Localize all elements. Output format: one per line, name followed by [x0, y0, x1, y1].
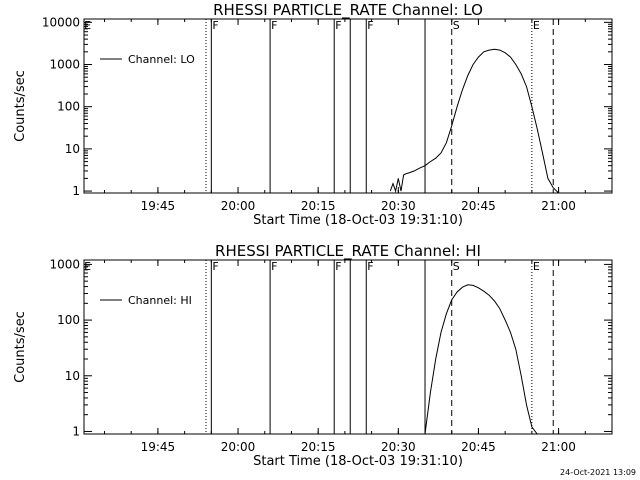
y-tick-label: 10 — [65, 369, 80, 383]
chart-title: RHESSI PARTICLE_RATE Channel: LO — [213, 1, 483, 20]
x-tick-label: 20:45 — [461, 199, 496, 213]
x-tick-label: 19:45 — [141, 440, 176, 454]
flag-label: S — [453, 19, 460, 32]
y-tick-label: 10 — [65, 142, 80, 156]
flag-label: F — [212, 260, 218, 273]
x-tick-label: 21:00 — [541, 199, 576, 213]
y-tick-label: 1000 — [49, 58, 80, 72]
footer-timestamp: 24-Oct-2021 13:09 — [560, 468, 636, 477]
x-tick-label: 19:45 — [141, 199, 176, 213]
flag-label: F — [335, 260, 341, 273]
y-tick-label: 100 — [57, 313, 80, 327]
legend: Channel: LO — [100, 53, 195, 66]
series-line — [424, 284, 538, 434]
x-tick-label: 20:15 — [301, 440, 336, 454]
flag-label: F — [335, 19, 341, 32]
plot-area — [205, 260, 554, 434]
legend-label: Channel: LO — [128, 53, 195, 66]
chart-panel-lo: RHESSI PARTICLE_RATE Channel: LOF F F F S EE1… — [13, 1, 613, 228]
y-tick-label: 1 — [72, 424, 80, 438]
flag-label: F — [367, 19, 373, 32]
y-axis-label: Counts/sec — [13, 70, 28, 142]
x-tick-label: 20:00 — [221, 199, 256, 213]
chart-title: RHESSI PARTICLE_RATE Channel: HI — [215, 242, 481, 261]
plot-frame — [83, 18, 613, 194]
x-tick-label: 20:45 — [461, 440, 496, 454]
series-line — [389, 48, 559, 193]
flag-label: F — [271, 260, 277, 273]
y-tick-label: 1000 — [49, 257, 80, 271]
x-tick-label: 20:00 — [221, 440, 256, 454]
legend-label: Channel: HI — [128, 294, 192, 307]
x-axis-label: Start Time (18-Oct-03 19:31:10) — [253, 213, 463, 228]
flag-label: F — [367, 260, 373, 273]
plot-frame — [83, 259, 613, 435]
flag-label: E — [84, 19, 91, 32]
y-tick-label: 10000 — [42, 15, 80, 29]
y-tick-label: 1 — [72, 184, 80, 198]
x-tick-label: 20:15 — [301, 199, 336, 213]
plot-area — [205, 19, 559, 193]
x-tick-label: 20:30 — [381, 440, 416, 454]
flag-label: F — [212, 19, 218, 32]
x-tick-label: 20:30 — [381, 199, 416, 213]
flag-label: E — [533, 19, 540, 32]
flag-label: S — [453, 260, 460, 273]
legend: Channel: HI — [100, 294, 192, 307]
flag-label: F — [271, 19, 277, 32]
x-axis-label: Start Time (18-Oct-03 19:31:10) — [253, 454, 463, 469]
chart-panel-hi: RHESSI PARTICLE_RATE Channel: HIFFFFSEE1… — [13, 242, 613, 469]
x-tick-label: 21:00 — [541, 440, 576, 454]
flag-label: E — [533, 260, 540, 273]
y-axis-label: Counts/sec — [13, 311, 28, 383]
y-tick-label: 100 — [57, 100, 80, 114]
